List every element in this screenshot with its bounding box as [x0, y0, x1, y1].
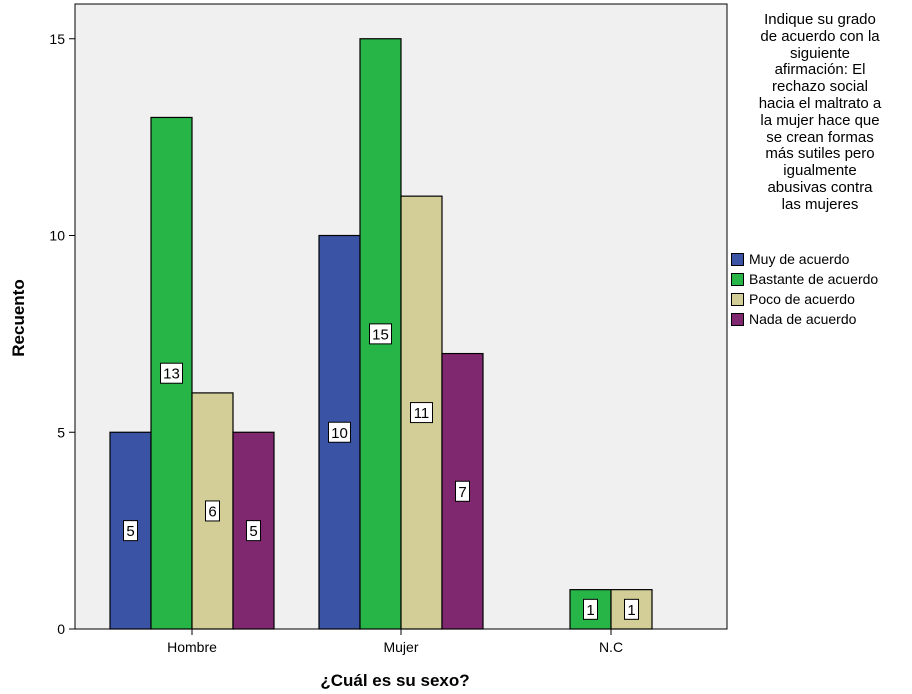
legend: Muy de acuerdo Bastante de acuerdo Poco de… [731, 249, 878, 329]
data-label-box [123, 520, 138, 542]
data-label: 1 [627, 602, 635, 619]
data-label-box [583, 598, 598, 620]
x-tick-label: N.C [599, 639, 623, 655]
legend-item: Poco de acuerdo [731, 289, 878, 309]
x-tick-label: Hombre [167, 639, 217, 655]
data-label-box [205, 500, 220, 522]
data-label: 10 [331, 425, 348, 442]
legend-title-line: siguiente [789, 44, 851, 62]
legend-title-line: igualmente [783, 162, 857, 180]
data-label-box [160, 362, 183, 384]
x-tick-label: Mujer [383, 639, 418, 655]
data-label-box [246, 520, 261, 542]
legend-title-line: la mujer hace que [760, 111, 880, 129]
legend-title-line: de acuerdo con la [760, 27, 880, 45]
data-label-box [410, 402, 433, 424]
y-tick-label: 10 [49, 228, 65, 244]
data-label: 7 [458, 484, 466, 501]
data-label: 1 [586, 602, 594, 619]
legend-label: Nada de acuerdo [749, 311, 857, 327]
legend-title-line: más sutiles pero [765, 145, 875, 163]
legend-title-line: Indique su grado [764, 11, 876, 28]
legend-swatch [731, 272, 744, 286]
data-label: 6 [208, 503, 216, 520]
bar-mujer-series-3 [400, 195, 443, 630]
x-axis: Hombre Mujer N.C [167, 629, 623, 655]
data-label: 11 [414, 405, 430, 422]
legend-swatch [731, 292, 744, 306]
legend-title-line: hacia el maltrato a [758, 94, 882, 112]
y-tick-label: 0 [57, 621, 65, 637]
data-label: 5 [126, 523, 134, 540]
data-label: 13 [163, 366, 180, 383]
legend-title-line: abusivas contra [767, 178, 873, 196]
data-label-box [624, 598, 639, 620]
data-label: 15 [372, 326, 389, 343]
legend-item: Muy de acuerdo [731, 249, 878, 269]
y-tick-label: 15 [49, 31, 65, 47]
data-label-box [328, 421, 351, 443]
data-label: 5 [249, 523, 257, 540]
y-axis-label: Recuento [9, 279, 28, 356]
y-axis: 0 5 10 15 [49, 31, 75, 637]
legend-label: Bastante de acuerdo [749, 271, 879, 287]
legend-swatch [731, 312, 744, 326]
legend-title-line: las mujeres [781, 195, 859, 213]
y-tick-label: 5 [57, 424, 65, 440]
x-axis-label: ¿Cuál es su sexo? [320, 671, 469, 690]
legend-title: Indique su grado de acuerdo con la siguien… [728, 11, 912, 214]
legend-title-line: afirmación: El [774, 61, 866, 79]
legend-item: Bastante de acuerdo [731, 269, 878, 289]
legend-swatch [731, 252, 744, 266]
legend-title-line: rechazo social [772, 78, 868, 96]
legend-label: Poco de acuerdo [749, 291, 855, 307]
data-label-box [369, 323, 392, 345]
legend-title-line: se crean formas [766, 128, 874, 146]
legend-item: Nada de acuerdo [731, 309, 878, 329]
data-label-box [455, 480, 470, 502]
legend-label: Muy de acuerdo [749, 251, 850, 267]
